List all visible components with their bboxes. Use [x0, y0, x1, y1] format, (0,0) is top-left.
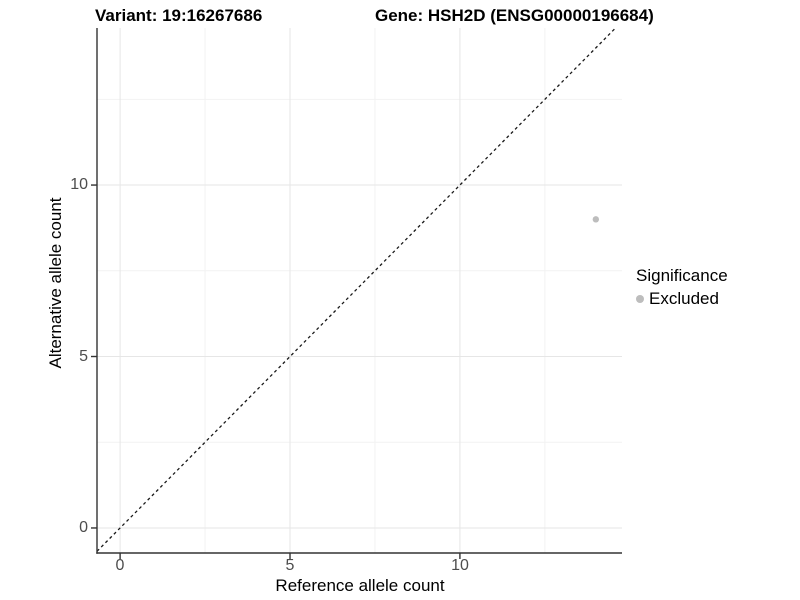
x-axis-label: Reference allele count — [275, 576, 445, 595]
x-tick-label: 10 — [451, 557, 469, 574]
y-axis-label: Alternative allele count — [46, 197, 65, 369]
chart-title-variant: Variant: 19:16267686 — [95, 6, 263, 25]
legend-item-label: Excluded — [649, 289, 719, 308]
identity-line — [96, 27, 617, 552]
y-tick-label: 5 — [79, 348, 88, 365]
legend: Significance Excluded — [636, 266, 728, 309]
x-tick-label: 5 — [285, 557, 295, 574]
data-point — [592, 216, 600, 223]
y-tick-label: 0 — [79, 519, 88, 536]
y-tick-label: 10 — [70, 176, 88, 193]
x-tick-label: 0 — [115, 557, 125, 574]
legend-title: Significance — [636, 266, 728, 285]
legend-point-icon — [636, 295, 644, 303]
legend-item: Excluded — [636, 289, 728, 309]
chart-title-gene: Gene: HSH2D (ENSG00000196684) — [375, 6, 654, 25]
